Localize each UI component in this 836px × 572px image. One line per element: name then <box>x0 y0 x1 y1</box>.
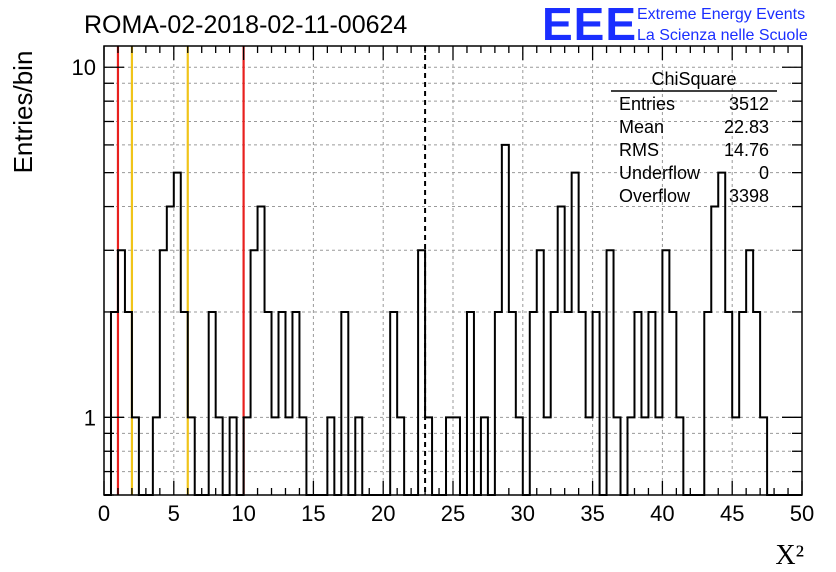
stats-row-value: 3512 <box>729 94 769 114</box>
stats-row-value: 14.76 <box>724 140 769 160</box>
y-tick-labels: 1 10 <box>72 55 96 430</box>
x-tick-label: 15 <box>301 501 325 526</box>
x-tick-label: 35 <box>580 501 604 526</box>
chart-title: ROMA-02-2018-02-11-00624 <box>84 11 407 39</box>
x-tick-label: 20 <box>371 501 395 526</box>
x-tick-label: 50 <box>790 501 814 526</box>
axis-ticks <box>103 46 803 496</box>
histogram-outline <box>104 143 802 496</box>
stats-row-value: 22.83 <box>724 117 769 137</box>
stats-row-value: 0 <box>759 163 769 183</box>
y-axis-label: Entries/bin <box>8 51 38 174</box>
marker-lines <box>116 46 427 495</box>
logo-line-2: La Scienza nelle Scuole <box>637 27 808 44</box>
y-tick-label: 10 <box>72 55 96 80</box>
logo-line-1: Extreme Energy Events <box>637 6 805 23</box>
stats-box: ChiSquare Entries 3512 Mean 22.83 RMS 14.76 Un… <box>611 69 777 206</box>
stats-row-label: RMS <box>619 140 659 160</box>
x-tick-label: 25 <box>441 501 465 526</box>
x-tick-label: 45 <box>720 501 744 526</box>
x-tick-labels: 0 5 10 15 20 25 30 35 40 45 50 <box>98 501 814 526</box>
stats-title: ChiSquare <box>651 69 736 89</box>
histogram-bars <box>104 143 802 496</box>
x-tick-label: 40 <box>650 501 674 526</box>
x-tick-label: 0 <box>98 501 110 526</box>
eee-logo: EEE Extreme Energy Events La Scienza nel… <box>542 0 808 50</box>
stats-row-value: 3398 <box>729 186 769 206</box>
x-axis-label: X² <box>775 540 804 571</box>
stats-row-label: Overflow <box>619 186 691 206</box>
y-tick-label: 1 <box>84 405 96 430</box>
x-tick-label: 5 <box>168 501 180 526</box>
stats-row-label: Entries <box>619 94 675 114</box>
x-tick-label: 30 <box>511 501 535 526</box>
stats-row-label: Underflow <box>619 163 701 183</box>
stats-row-label: Mean <box>619 117 664 137</box>
x-tick-label: 10 <box>231 501 255 526</box>
eee-logo-mark: EEE <box>542 0 637 50</box>
